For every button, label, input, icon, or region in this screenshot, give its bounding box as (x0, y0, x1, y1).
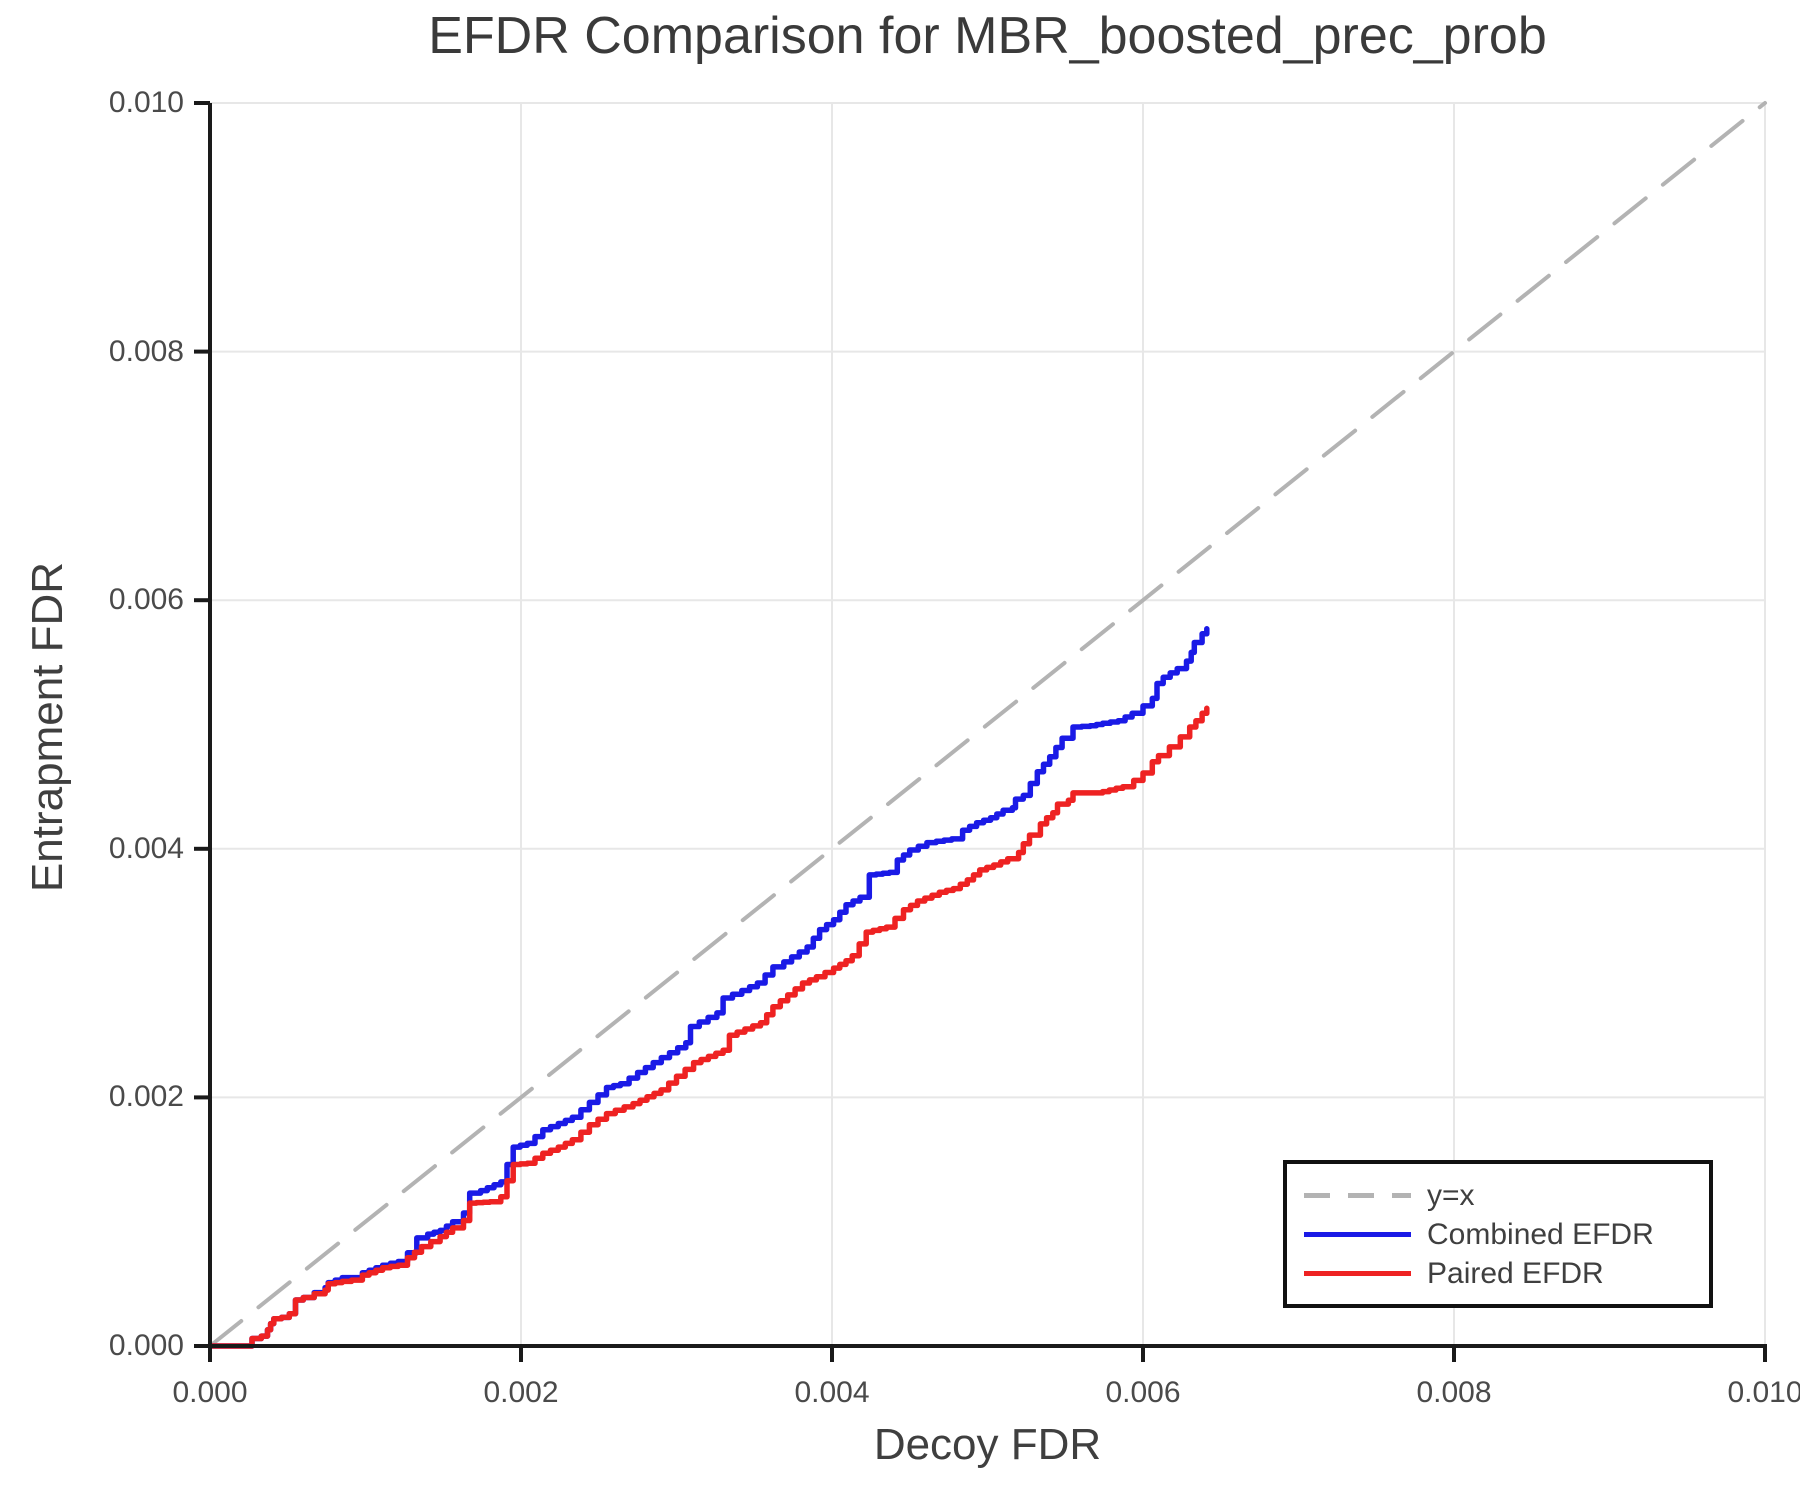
series-line-y-x (208, 101, 1767, 1348)
x-tick-label: 0.000 (172, 1376, 248, 1409)
series-line-paired-efdr (207, 705, 1210, 1349)
y-tick-label: 0.002 (108, 1080, 184, 1114)
legend-swatch-solid-red (1304, 1270, 1411, 1276)
legend-label: Combined EFDR (1427, 1217, 1654, 1251)
legend-box: y=x Combined EFDR Paired EFDR (1283, 1160, 1713, 1308)
x-axis-label: Decoy FDR (873, 1420, 1102, 1469)
x-tick-label: 0.010 (1727, 1376, 1800, 1409)
legend-label: y=x (1427, 1178, 1475, 1212)
legend-entry: Combined EFDR (1304, 1218, 1709, 1251)
y-tick-label: 0.004 (108, 831, 184, 865)
x-tick-label: 0.006 (1105, 1376, 1181, 1409)
legend-label: Paired EFDR (1427, 1256, 1604, 1290)
y-tick-label: 0.006 (108, 583, 184, 617)
legend-entry: y=x (1304, 1179, 1709, 1212)
series-line-combined-efdr (207, 626, 1210, 1349)
x-tick-label: 0.002 (483, 1376, 559, 1409)
x-tick-label: 0.008 (1416, 1376, 1492, 1409)
y-tick-label: 0.000 (108, 1329, 184, 1362)
legend-swatch-dashed-gray (1304, 1192, 1411, 1198)
x-tick-label: 0.004 (794, 1376, 870, 1409)
legend-swatch-solid-blue (1304, 1231, 1411, 1237)
y-tick-label: 0.010 (108, 86, 184, 119)
y-axis-label: Entrapment FDR (23, 561, 72, 893)
y-tick-label: 0.008 (108, 334, 184, 368)
legend-entry: Paired EFDR (1304, 1257, 1709, 1290)
chart-title: EFDR Comparison for MBR_boosted_prec_pro… (428, 7, 1547, 65)
